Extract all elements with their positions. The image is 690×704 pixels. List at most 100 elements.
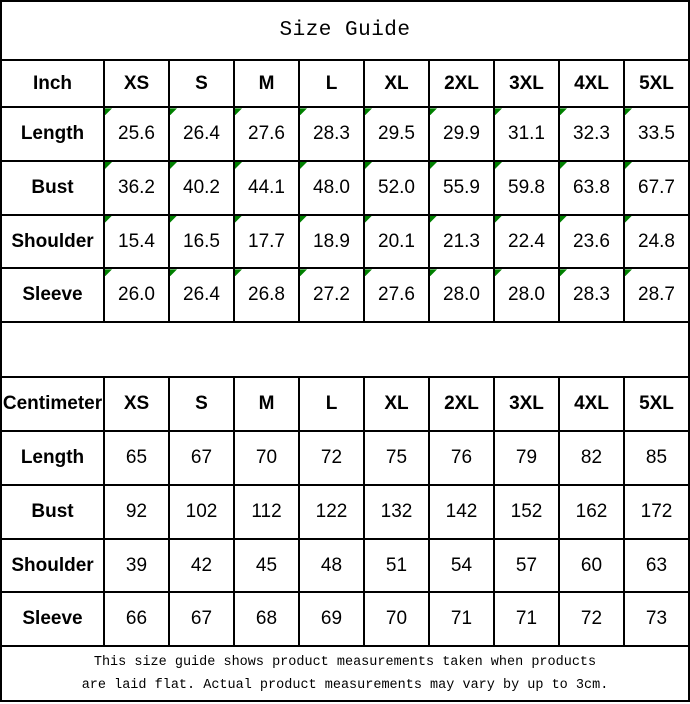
- measurement-cell: 44.1: [233, 160, 300, 216]
- measurement-cell: 23.6: [558, 213, 625, 270]
- text-flag-icon: [495, 162, 502, 169]
- measurement-cell: 20.1: [363, 213, 430, 270]
- text-flag-icon: [365, 215, 372, 223]
- size-header: M: [233, 375, 300, 433]
- measurement-value: 67.7: [638, 176, 675, 198]
- text-flag-icon: [235, 269, 242, 277]
- measurement-cell: 68: [233, 591, 300, 648]
- measurement-cell: 21.3: [428, 213, 495, 270]
- measurement-value: 16.5: [183, 230, 220, 252]
- text-flag-icon: [235, 108, 242, 116]
- text-flag-icon: [170, 215, 177, 223]
- measurement-value: 63.8: [573, 176, 610, 198]
- measurement-value: 36.2: [118, 176, 155, 198]
- cm-shoulder-row: Shoulder 39 42 45 48 51 54 57 60 63: [0, 537, 690, 594]
- measurement-cell: 28.3: [298, 106, 365, 162]
- measurement-cell: 132: [363, 484, 430, 540]
- measurement-cell: 45: [233, 537, 300, 594]
- measurement-cell: 52.0: [363, 160, 430, 216]
- text-flag-icon: [235, 162, 242, 169]
- row-label: Bust: [0, 484, 105, 540]
- measurement-cell: 40.2: [168, 160, 235, 216]
- footer-row: This size guide shows product measuremen…: [0, 645, 690, 702]
- measurement-cell: 48.0: [298, 160, 365, 216]
- inch-shoulder-row: Shoulder 15.4 16.5 17.7 18.9 20.1 21.3 2…: [0, 213, 690, 270]
- measurement-cell: 73: [623, 591, 690, 648]
- unit-header-inch: Inch: [0, 58, 105, 109]
- inch-bust-row: Bust 36.2 40.2 44.1 48.0 52.0 55.9 59.8 …: [0, 160, 690, 216]
- size-header: 4XL: [558, 375, 625, 433]
- measurement-cell: 28.0: [493, 267, 560, 324]
- footer-note-line1: This size guide shows product measuremen…: [93, 654, 597, 670]
- measurement-value: 28.0: [508, 284, 545, 306]
- size-header: XS: [103, 58, 170, 109]
- text-flag-icon: [300, 215, 307, 223]
- measurement-cell: 70: [363, 591, 430, 648]
- measurement-cell: 70: [233, 430, 300, 487]
- cm-bust-row: Bust 92 102 112 122 132 142 152 162 172: [0, 484, 690, 540]
- size-header: S: [168, 58, 235, 109]
- text-flag-icon: [235, 215, 242, 223]
- measurement-cell: 26.0: [103, 267, 170, 324]
- measurement-value: 48.0: [313, 176, 350, 198]
- spacer-row: [0, 321, 690, 378]
- measurement-value: 28.3: [313, 123, 350, 145]
- measurement-cell: 152: [493, 484, 560, 540]
- measurement-value: 15.4: [118, 230, 155, 252]
- text-flag-icon: [300, 269, 307, 277]
- measurement-cell: 27.6: [233, 106, 300, 162]
- text-flag-icon: [625, 269, 632, 277]
- text-flag-icon: [495, 215, 502, 223]
- size-header: 2XL: [428, 375, 495, 433]
- measurement-value: 26.4: [183, 284, 220, 306]
- measurement-cell: 79: [493, 430, 560, 487]
- measurement-cell: 16.5: [168, 213, 235, 270]
- measurement-cell: 82: [558, 430, 625, 487]
- size-header: 3XL: [493, 375, 560, 433]
- size-header: L: [298, 375, 365, 433]
- page-title: Size Guide: [0, 0, 690, 61]
- measurement-cell: 162: [558, 484, 625, 540]
- row-label: Shoulder: [0, 213, 105, 270]
- text-flag-icon: [625, 108, 632, 116]
- inch-header-row: Inch XS S M L XL 2XL 3XL 4XL 5XL: [0, 58, 690, 109]
- measurement-value: 26.8: [248, 284, 285, 306]
- footer-note-line2: are laid flat. Actual product measuremen…: [81, 677, 609, 693]
- size-header: XL: [363, 375, 430, 433]
- measurement-value: 33.5: [638, 123, 675, 145]
- measurement-value: 27.6: [378, 284, 415, 306]
- footer-note: This size guide shows product measuremen…: [0, 645, 690, 702]
- measurement-cell: 24.8: [623, 213, 690, 270]
- measurement-cell: 55.9: [428, 160, 495, 216]
- measurement-cell: 69: [298, 591, 365, 648]
- measurement-cell: 71: [428, 591, 495, 648]
- row-label: Bust: [0, 160, 105, 216]
- measurement-value: 21.3: [443, 230, 480, 252]
- measurement-cell: 26.8: [233, 267, 300, 324]
- cm-length-row: Length 65 67 70 72 75 76 79 82 85: [0, 430, 690, 487]
- measurement-cell: 25.6: [103, 106, 170, 162]
- measurement-cell: 26.4: [168, 267, 235, 324]
- measurement-value: 28.7: [638, 284, 675, 306]
- measurement-value: 52.0: [378, 176, 415, 198]
- text-flag-icon: [105, 215, 112, 223]
- text-flag-icon: [430, 108, 437, 116]
- text-flag-icon: [625, 162, 632, 169]
- measurement-cell: 63: [623, 537, 690, 594]
- size-header: 5XL: [623, 58, 690, 109]
- text-flag-icon: [365, 162, 372, 169]
- measurement-value: 32.3: [573, 123, 610, 145]
- row-label: Length: [0, 106, 105, 162]
- measurement-cell: 85: [623, 430, 690, 487]
- measurement-value: 29.5: [378, 123, 415, 145]
- text-flag-icon: [430, 269, 437, 277]
- row-label: Sleeve: [0, 591, 105, 648]
- measurement-cell: 66: [103, 591, 170, 648]
- size-header: 5XL: [623, 375, 690, 433]
- text-flag-icon: [430, 215, 437, 223]
- measurement-cell: 67: [168, 591, 235, 648]
- measurement-value: 22.4: [508, 230, 545, 252]
- measurement-cell: 27.6: [363, 267, 430, 324]
